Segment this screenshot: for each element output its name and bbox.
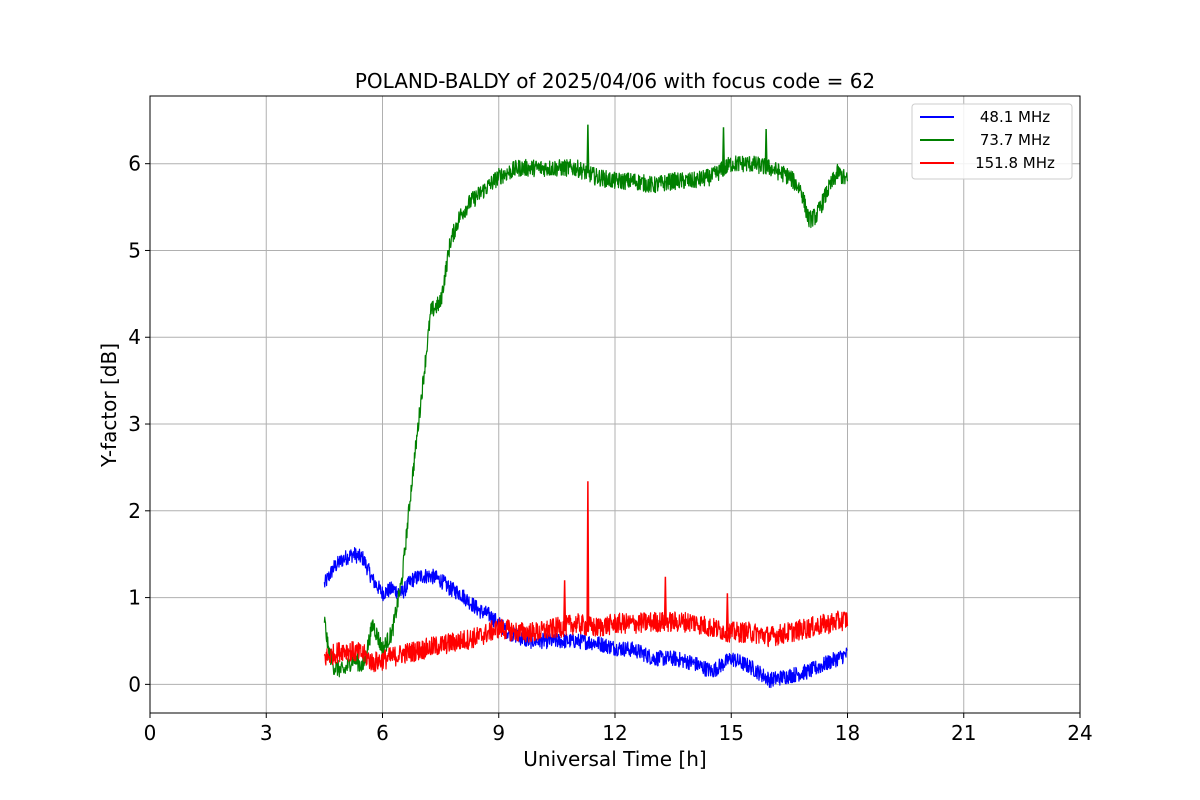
legend-box [911, 103, 1073, 180]
legend-label-1: 73.7 MHz [980, 131, 1050, 149]
x-tick-label: 3 [260, 721, 273, 745]
y-axis-label: Y-factor [dB] [97, 343, 121, 468]
series-spike-2 [586, 481, 590, 627]
y-tick-label: 6 [128, 152, 141, 176]
series-line-1 [323, 155, 849, 678]
x-tick-label: 24 [1067, 721, 1092, 745]
x-axis-ticks: 0 3 6 9 12 15 18 21 24 [144, 713, 1093, 745]
series-spike-1 [721, 127, 726, 169]
y-tick-label: 5 [128, 238, 141, 262]
y-tick-label: 3 [128, 412, 141, 436]
y-tick-label: 0 [128, 672, 141, 696]
x-tick-label: 18 [835, 721, 860, 745]
y-tick-label: 1 [128, 586, 141, 610]
series-layer [323, 124, 849, 689]
chart-title: POLAND-BALDY of 2025/04/06 with focus co… [355, 69, 875, 93]
series-spike-1 [586, 124, 590, 174]
legend: 48.1 MHz 73.7 MHz 151.8 MHz [911, 103, 1073, 180]
series-line-0 [323, 547, 848, 689]
x-tick-label: 15 [719, 721, 744, 745]
x-axis-label: Universal Time [h] [523, 747, 706, 771]
x-tick-label: 0 [144, 721, 157, 745]
x-tick-label: 12 [602, 721, 627, 745]
series-spike-2 [663, 576, 667, 622]
y-tick-label: 2 [128, 499, 141, 523]
x-tick-label: 6 [376, 721, 389, 745]
series-spike-1 [764, 128, 768, 168]
y-axis-ticks: 0 1 2 3 4 5 6 [128, 152, 150, 696]
legend-label-2: 151.8 MHz [975, 154, 1055, 172]
series-spike-2 [725, 593, 729, 632]
x-tick-label: 21 [951, 721, 976, 745]
series-spike-2 [563, 580, 567, 627]
x-tick-label: 9 [492, 721, 505, 745]
series-line-2 [323, 610, 849, 673]
y-tick-label: 4 [128, 325, 141, 349]
legend-label-0: 48.1 MHz [980, 108, 1050, 126]
